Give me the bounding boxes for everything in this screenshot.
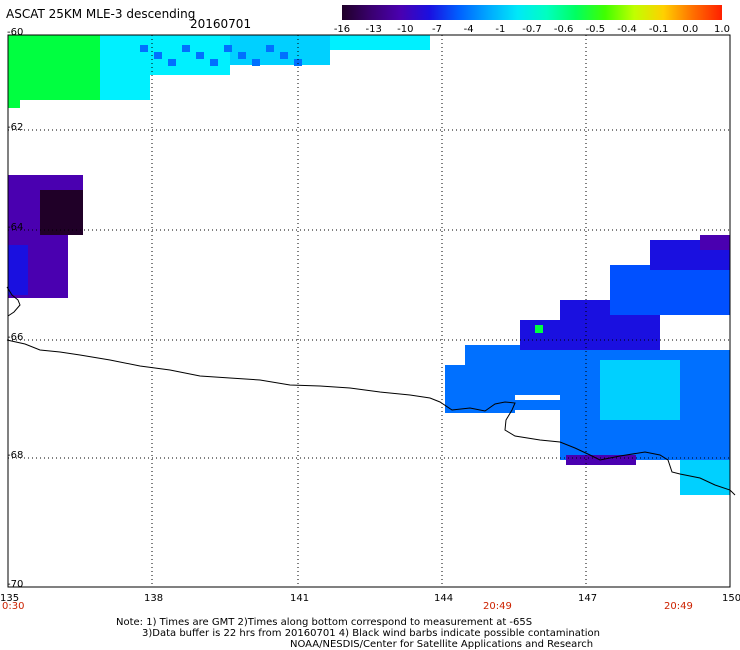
colorbar-tick: -16	[333, 24, 351, 35]
data-cell	[252, 59, 260, 66]
note-line-1: Note: 1) Times are GMT 2)Times along bot…	[116, 617, 533, 628]
lon-label: 150	[722, 593, 740, 604]
lon-label: 141	[290, 593, 310, 604]
data-cell	[100, 75, 150, 100]
note-line-2: 3)Data buffer is 22 hrs from 20160701 4)…	[142, 628, 600, 639]
data-cell	[512, 400, 562, 410]
data-cell	[535, 325, 543, 333]
data-cell	[210, 59, 218, 66]
data-cell	[8, 100, 20, 108]
data-cell	[330, 35, 430, 50]
map-title: ASCAT 25KM MLE-3 descending	[6, 7, 196, 21]
lon-label: 135	[0, 593, 20, 604]
data-cell	[40, 190, 83, 235]
lat-label: -66	[7, 332, 24, 343]
colorbar-tick: -10	[397, 24, 414, 35]
colorbar	[342, 5, 722, 20]
colorbar-tick: -1	[495, 24, 506, 35]
time-label-left: 0:30	[2, 601, 25, 612]
colorbar-tick: 1.0	[714, 24, 730, 35]
data-cell	[680, 460, 730, 495]
lat-label: -68	[7, 450, 24, 461]
data-cell	[465, 345, 565, 395]
data-cell	[280, 52, 288, 59]
colorbar-tick: -0.4	[617, 24, 637, 35]
time-label-mid: 20:49	[483, 601, 512, 612]
data-cell	[600, 360, 680, 420]
data-cell	[196, 52, 204, 59]
colorbar-tick: -0.7	[522, 24, 542, 35]
note-line-3: NOAA/NESDIS/Center for Satellite Applica…	[290, 639, 594, 650]
colorbar-tick: -13	[365, 24, 382, 35]
gridlines	[8, 35, 730, 587]
colorbar-tick: -7	[432, 24, 442, 35]
time-label-right: 20:49	[664, 601, 693, 612]
lon-label: 144	[434, 593, 454, 604]
data-cell	[230, 35, 330, 65]
data-cell	[224, 45, 232, 52]
plot-frame	[7, 34, 731, 588]
data-cell	[182, 45, 190, 52]
data-cell	[154, 52, 162, 59]
coastline	[6, 286, 736, 496]
lat-label: -60	[7, 27, 24, 38]
lat-label: -62	[7, 122, 24, 133]
data-cells	[8, 35, 730, 495]
lat-label: -64	[7, 222, 24, 233]
lon-label: 147	[578, 593, 598, 604]
data-cell	[238, 52, 246, 59]
data-cell	[266, 45, 274, 52]
data-cell	[8, 245, 28, 295]
lat-label: -70	[7, 579, 24, 590]
lon-label: 138	[144, 593, 164, 604]
data-cell	[100, 35, 230, 75]
data-cell	[140, 45, 148, 52]
colorbar-tick: -0.1	[648, 24, 669, 35]
colorbar-tick: 0.0	[682, 24, 699, 35]
map-date: 20160701	[190, 17, 252, 31]
colorbar-tick: -0.5	[585, 24, 606, 35]
data-cell	[294, 59, 302, 66]
colorbar-tick: -4	[463, 24, 474, 35]
data-cell	[610, 265, 730, 315]
data-cell	[700, 235, 730, 250]
data-cell	[168, 59, 176, 66]
data-cell	[8, 35, 100, 100]
colorbar-tick: -0.6	[553, 24, 574, 35]
